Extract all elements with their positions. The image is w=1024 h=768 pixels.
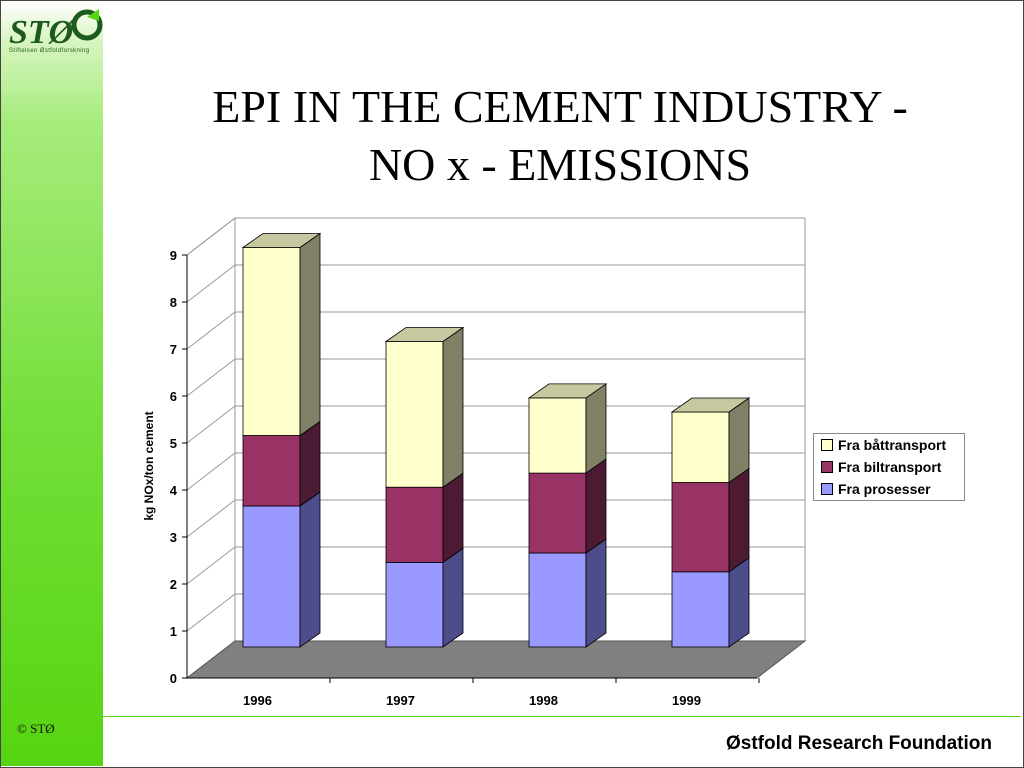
y-tick-label: 9 (170, 248, 177, 263)
x-axis-ticks: 1996 1997 1998 1999 (243, 678, 760, 708)
legend-swatch-battransport (821, 439, 833, 451)
gridline (186, 546, 805, 585)
gridline (186, 264, 805, 303)
chart-bars (241, 232, 751, 648)
x-tick-label: 1998 (529, 693, 558, 708)
y-axis-ticks: 0 1 2 3 4 5 6 7 8 9 (170, 248, 187, 686)
bar-segment (242, 505, 301, 648)
bar-segment (528, 397, 587, 474)
bar-segment (385, 562, 444, 648)
bar-segment (528, 472, 587, 554)
bar-side (728, 467, 750, 573)
y-tick-label: 3 (170, 530, 177, 545)
side-wall (186, 216, 236, 680)
bar-segment (242, 435, 301, 507)
y-tick-label: 2 (170, 577, 177, 592)
y-tick-label: 1 (170, 624, 177, 639)
bar-segment (671, 482, 730, 573)
bar-segment (671, 411, 730, 483)
y-tick-label: 6 (170, 389, 177, 404)
legend-swatch-prosesser (821, 483, 833, 495)
bar-side (585, 458, 607, 554)
gridline (186, 311, 805, 350)
bar-segment (528, 552, 587, 648)
legend-label-biltransport: Fra biltransport (838, 459, 942, 475)
legend-item-battransport: Fra båttransport (821, 435, 946, 455)
page-title: EPI IN THE CEMENT INDUSTRY - NO x - EMIS… (140, 78, 980, 194)
gridline (186, 217, 805, 256)
bar-side (442, 547, 464, 648)
recycle-arrow-icon (71, 9, 103, 41)
bar-side (585, 383, 607, 474)
y-tick-label: 7 (170, 342, 177, 357)
logo-subtitle: Stiftelsen Østfoldforskning (9, 48, 90, 54)
legend-swatch-biltransport (821, 461, 833, 473)
chart-gridlines (186, 217, 805, 679)
bar-side (728, 557, 750, 648)
y-tick-label: 8 (170, 295, 177, 310)
bar-top (241, 233, 322, 248)
bar-segment (385, 486, 444, 563)
gridline (186, 593, 805, 632)
x-tick-label: 1999 (672, 693, 701, 708)
gridline (186, 405, 805, 444)
gridline (186, 452, 805, 491)
legend-label-prosesser: Fra prosesser (838, 481, 931, 497)
bar-side (442, 326, 464, 488)
chart-legend: Fra båttransport Fra biltransport Fra pr… (813, 433, 965, 501)
y-tick-label: 0 (170, 671, 177, 686)
bar-side (299, 232, 321, 437)
bar-side (728, 397, 750, 484)
y-tick-label: 4 (170, 483, 178, 498)
bar-top (527, 383, 608, 399)
logo-mark: STØ (9, 14, 75, 51)
x-tick-label: 1997 (386, 693, 415, 708)
gridline (186, 358, 805, 397)
bar-side (299, 420, 321, 507)
y-axis-label: kg NOx/ton cement (142, 411, 156, 520)
bar-segment (242, 247, 301, 436)
title-line-2: NO x - EMISSIONS (368, 139, 752, 190)
bar-segment (385, 341, 444, 488)
legend-label-battransport: Fra båttransport (838, 437, 947, 453)
gridline (186, 499, 805, 538)
logo: STØ (9, 9, 103, 51)
bar-top (670, 397, 751, 413)
footer-organization: Østfold Research Foundation (725, 733, 992, 754)
legend-item-biltransport: Fra biltransport (821, 457, 941, 477)
sidebar: STØ Stiftelsen Østfoldforskning © STØ (1, 1, 103, 766)
bar-side (299, 491, 321, 648)
footer-divider (103, 716, 1021, 717)
copyright: © STØ (17, 721, 55, 736)
bar-top (384, 327, 465, 342)
bar-segment (671, 571, 730, 648)
bar-side (585, 538, 607, 648)
bar-side (442, 472, 464, 564)
title-line-1: EPI IN THE CEMENT INDUSTRY - (212, 81, 908, 132)
legend-item-prosesser: Fra prosesser (821, 479, 931, 499)
y-tick-label: 5 (170, 436, 177, 451)
x-tick-label: 1996 (243, 693, 272, 708)
